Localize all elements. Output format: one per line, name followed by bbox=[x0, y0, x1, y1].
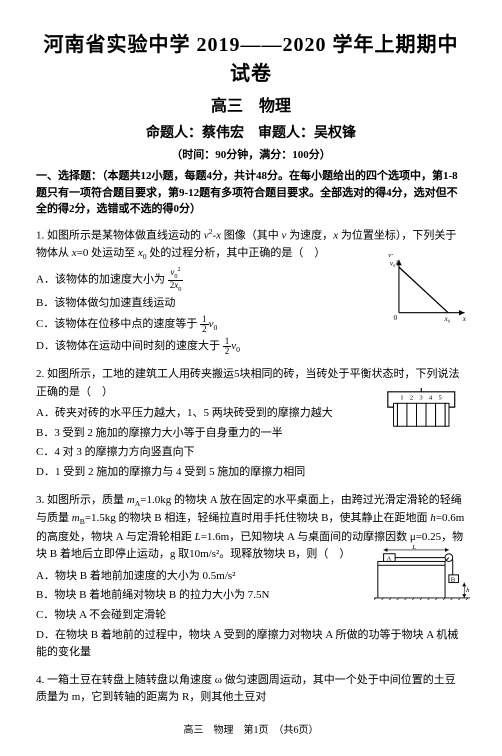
q1-graph: v₀² 0 x₀ x v² bbox=[388, 254, 470, 324]
svg-text:5: 5 bbox=[438, 395, 442, 402]
section-intro: 一、选择题：（本题共12小题，每题4分，共计48分。在每小题给出的四个选项中，第… bbox=[36, 168, 466, 218]
exam-timing: （时间：90分钟，满分：100分） bbox=[36, 146, 466, 162]
svg-text:L: L bbox=[411, 544, 416, 551]
q1-stem-e: 处运动至 bbox=[88, 247, 138, 259]
svg-text:v₀²: v₀² bbox=[390, 259, 399, 267]
svg-text:x₀: x₀ bbox=[443, 314, 450, 322]
svg-text:4: 4 bbox=[429, 395, 433, 402]
q1-c-pre: C．该物体在位移中点的速度等于 bbox=[36, 318, 197, 330]
page-footer: 高三 物理 第1页 （共6页） bbox=[36, 721, 466, 736]
q1-stem-a: 1. 如图所示是某物体做直线运动的 bbox=[36, 229, 204, 241]
svg-text:0: 0 bbox=[393, 313, 397, 321]
q3-choice-c: C．物块 A 不会碰到定滑轮 bbox=[36, 607, 466, 625]
q2-choice-c: C．4 对 3 的摩擦力方向竖直向下 bbox=[36, 444, 466, 462]
q1-choice-d: D．该物体在运动中间时刻的速度大于 12v0 bbox=[36, 337, 466, 357]
q3-stem-c: =1.5kg 的物块 B 相连，轻绳拉直时用手托住物块 B，使其静止在距地面 bbox=[85, 512, 430, 524]
question-4: 4. 一箱土豆在转盘上随转盘以角速度 ω 做匀速圆周运动，其中一个处于中间位置的… bbox=[36, 672, 466, 707]
svg-text:3: 3 bbox=[419, 395, 423, 402]
question-3: 3. 如图所示，质量 mA=1.0kg 的物块 A 放在固定的水平桌面上，由跨过… bbox=[36, 492, 466, 662]
q2-choice-d: D．1 受到 2 施加的摩擦力与 4 受到 5 施加的摩擦力相同 bbox=[36, 464, 466, 482]
q3-choice-d: D．在物块 B 着地前的过程中，物块 A 受到的摩擦力对物块 A 所做的功等于物… bbox=[36, 627, 466, 662]
q1-d-pre: D．该物体在运动中间时刻的速度大于 bbox=[36, 340, 220, 352]
q2-graph: 1 2 3 4 5 bbox=[384, 388, 470, 432]
question-2: 2. 如图所示，工地的建筑工人用砖夹搬运5块相同的砖，当砖处于平衡状态时，下列说… bbox=[36, 366, 466, 482]
svg-text:B: B bbox=[451, 576, 456, 583]
svg-text:1: 1 bbox=[400, 395, 403, 402]
svg-text:2: 2 bbox=[410, 395, 413, 402]
q1-stem-b: 图像（其中 bbox=[221, 229, 282, 241]
svg-text:x: x bbox=[462, 314, 467, 322]
q3-graph: A B L h bbox=[374, 544, 470, 600]
exam-subtitle: 高三 物理 bbox=[36, 92, 466, 116]
svg-text:v²: v² bbox=[388, 254, 394, 259]
question-1: 1. 如图所示是某物体做直线运动的 v2-x 图像（其中 v 为速度，x 为位置… bbox=[36, 226, 466, 357]
svg-text:h: h bbox=[466, 587, 470, 594]
q3-stem-a: 3. 如图所示，质量 bbox=[36, 494, 127, 506]
exam-title: 河南省实验中学 2019——2020 学年上期期中试卷 bbox=[36, 28, 466, 86]
q1-a-pre: A．该物体的加速度大小为 bbox=[36, 274, 165, 286]
q1-stem-c: 为速度， bbox=[286, 229, 333, 241]
exam-authors: 命题人：蔡伟宏 审题人：吴权锋 bbox=[36, 122, 466, 142]
q4-stem: 4. 一箱土豆在转盘上随转盘以角速度 ω 做匀速圆周运动，其中一个处于中间位置的… bbox=[36, 672, 466, 707]
q1-stem-f: 处的过程分析，其中正确的是（ ） bbox=[147, 247, 326, 259]
svg-text:A: A bbox=[386, 555, 391, 562]
